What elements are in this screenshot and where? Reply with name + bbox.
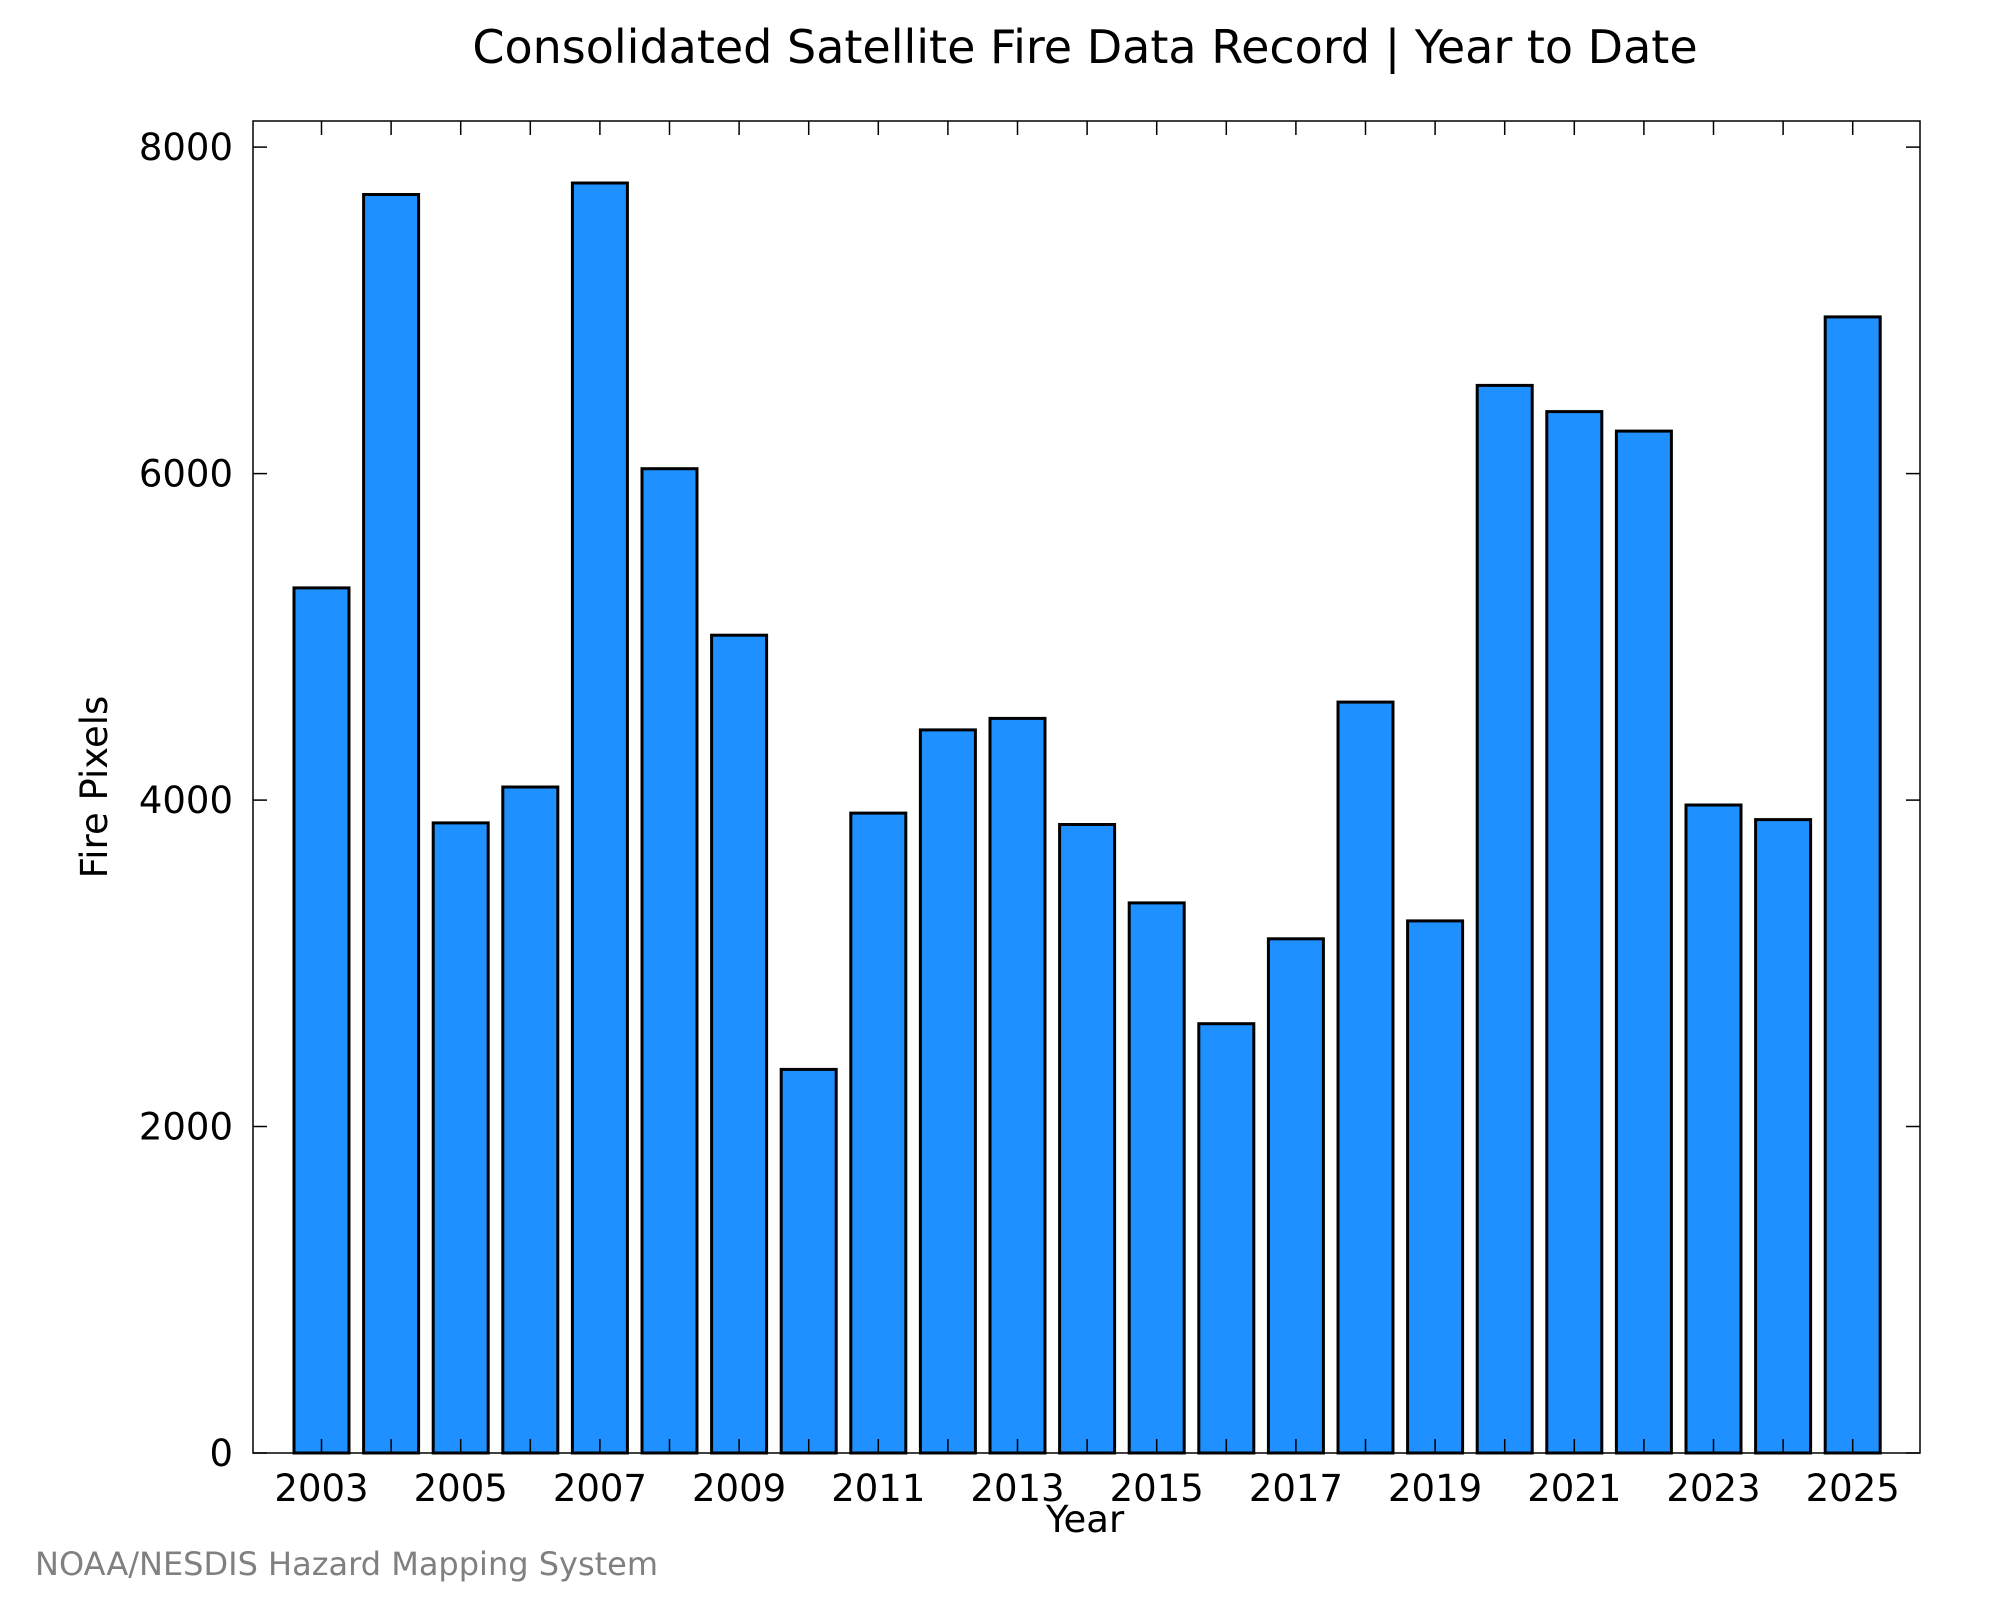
bar-2022: [1614, 429, 1673, 1455]
x-tick-label: 2009: [692, 1467, 786, 1510]
bar-2014: [1058, 823, 1117, 1455]
bar-2003: [292, 586, 351, 1455]
bar-2024: [1754, 818, 1813, 1455]
bars-layer: [292, 181, 1882, 1455]
chart-title: Consolidated Satellite Fire Data Record …: [472, 20, 1697, 75]
x-tick-label: 2017: [1249, 1467, 1343, 1510]
x-tick-label: 2005: [414, 1467, 508, 1510]
bar-2020: [1475, 383, 1534, 1455]
x-tick-label: 2003: [274, 1467, 368, 1510]
ticks-layer: 2003 2005 2007 2009 2011 2013 2015 2017 2019 2021…: [139, 121, 1920, 1510]
bar-2018: [1336, 700, 1395, 1455]
y-axis-label: Fire Pixels: [73, 696, 116, 879]
x-tick-label: 2021: [1527, 1467, 1621, 1510]
bar-2006: [501, 785, 560, 1455]
y-tick-label: 0: [209, 1432, 233, 1475]
x-tick-label: 2025: [1806, 1467, 1900, 1510]
y-tick-label: 6000: [139, 453, 233, 496]
bar-2011: [849, 811, 908, 1455]
y-tick-label: 2000: [139, 1106, 233, 1149]
bar-2019: [1406, 919, 1465, 1455]
bar-2005: [431, 821, 490, 1455]
x-tick-label: 2015: [1110, 1467, 1204, 1510]
x-axis-label: Year: [1045, 1498, 1125, 1541]
x-tick-label: 2011: [831, 1467, 925, 1510]
bar-2017: [1266, 937, 1325, 1455]
y-tick-label: 4000: [139, 779, 233, 822]
bar-2013: [988, 716, 1047, 1455]
bar-2004: [362, 193, 421, 1455]
credit-text: NOAA/NESDIS Hazard Mapping System: [35, 1545, 658, 1583]
y-tick-label: 8000: [139, 126, 233, 169]
bar-2025: [1823, 315, 1882, 1455]
bar-2016: [1197, 1022, 1256, 1455]
x-tick-label: 2023: [1666, 1467, 1760, 1510]
bar-2015: [1127, 901, 1186, 1455]
x-tick-label: 2013: [970, 1467, 1064, 1510]
bar-2010: [779, 1067, 838, 1455]
bar-2012: [918, 728, 977, 1455]
bar-2023: [1684, 803, 1743, 1455]
x-tick-label: 2007: [553, 1467, 647, 1510]
bar-2008: [640, 467, 699, 1455]
bar-2021: [1545, 410, 1604, 1455]
bar-2009: [710, 633, 769, 1455]
x-tick-label: 2019: [1388, 1467, 1482, 1510]
bar-2007: [570, 181, 629, 1455]
